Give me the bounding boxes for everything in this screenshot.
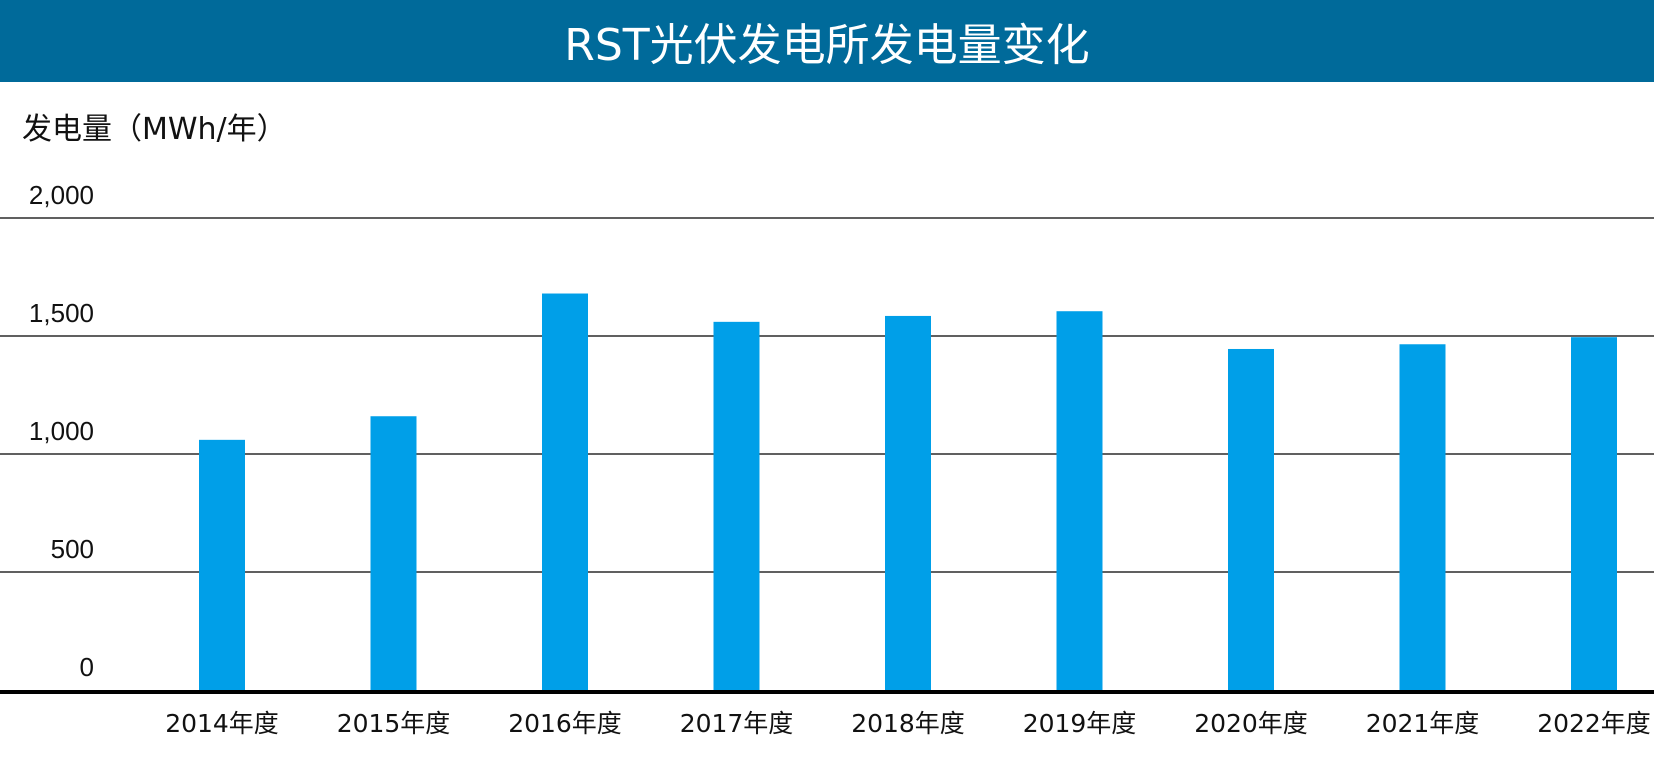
- bar: [1399, 344, 1446, 690]
- x-tick-label: 2015年度: [337, 709, 451, 738]
- y-tick-label: 1,500: [29, 298, 94, 328]
- chart-title-bar: RST光伏发电所发电量变化: [0, 0, 1654, 82]
- x-tick-label: 2014年度: [165, 709, 279, 738]
- x-tick-label: 2022年度: [1537, 709, 1651, 738]
- x-tick-label: 2016年度: [508, 709, 622, 738]
- bar: [542, 293, 588, 690]
- bar: [713, 321, 760, 690]
- y-tick-label: 2,000: [29, 180, 94, 210]
- y-tick-label: 1,000: [29, 416, 94, 446]
- x-tick-label: 2017年度: [680, 709, 794, 738]
- x-tick-label: 2021年度: [1366, 709, 1480, 738]
- bar: [1228, 348, 1274, 690]
- x-tick-label: 2020年度: [1194, 709, 1308, 738]
- bar: [1056, 311, 1103, 690]
- y-tick-label: 0: [80, 652, 94, 682]
- bar: [370, 416, 417, 690]
- bar: [1571, 337, 1617, 690]
- x-tick-label: 2018年度: [851, 709, 965, 738]
- y-tick-label: 500: [51, 534, 94, 564]
- bar: [885, 315, 931, 690]
- chart-title: RST光伏发电所发电量变化: [564, 20, 1090, 71]
- bar: [199, 439, 245, 690]
- x-tick-label: 2019年度: [1023, 709, 1137, 738]
- y-axis-label: 发电量（MWh/年）: [22, 112, 287, 147]
